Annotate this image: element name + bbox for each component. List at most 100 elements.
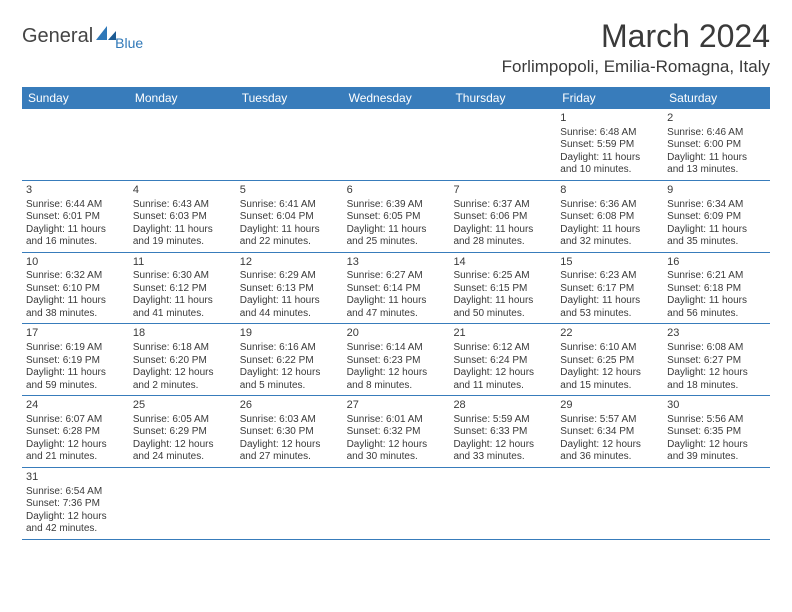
day-number: 17: [26, 327, 125, 341]
title-block: March 2024 Forlimpopoli, Emilia-Romagna,…: [502, 18, 770, 77]
daylight-2: and 18 minutes.: [667, 380, 766, 393]
daylight-2: and 32 minutes.: [560, 236, 659, 249]
sunrise: Sunrise: 6:07 AM: [26, 414, 125, 427]
day-number: 3: [26, 184, 125, 198]
day-number: 19: [240, 327, 339, 341]
sunrise: Sunrise: 6:29 AM: [240, 270, 339, 283]
sunrise: Sunrise: 6:43 AM: [133, 199, 232, 212]
day-number: 26: [240, 399, 339, 413]
calendar-empty: [236, 109, 343, 180]
calendar-day: 1Sunrise: 6:48 AMSunset: 5:59 PMDaylight…: [556, 109, 663, 180]
daylight-1: Daylight: 12 hours: [667, 367, 766, 380]
daylight-1: Daylight: 12 hours: [560, 367, 659, 380]
calendar-empty: [449, 109, 556, 180]
day-number: 13: [347, 256, 446, 270]
sunrise: Sunrise: 6:54 AM: [26, 486, 125, 499]
sunrise: Sunrise: 6:16 AM: [240, 342, 339, 355]
calendar-day: 28Sunrise: 5:59 AMSunset: 6:33 PMDayligh…: [449, 396, 556, 467]
daylight-2: and 44 minutes.: [240, 308, 339, 321]
sunrise: Sunrise: 6:10 AM: [560, 342, 659, 355]
sunset: Sunset: 6:00 PM: [667, 139, 766, 152]
calendar-row: 1Sunrise: 6:48 AMSunset: 5:59 PMDaylight…: [22, 109, 770, 181]
sunset: Sunset: 6:19 PM: [26, 355, 125, 368]
daylight-2: and 59 minutes.: [26, 380, 125, 393]
sunrise: Sunrise: 6:14 AM: [347, 342, 446, 355]
daylight-1: Daylight: 12 hours: [667, 439, 766, 452]
day-number: 1: [560, 112, 659, 126]
calendar-day: 9Sunrise: 6:34 AMSunset: 6:09 PMDaylight…: [663, 181, 770, 252]
day-number: 30: [667, 399, 766, 413]
day-header: Friday: [556, 87, 663, 109]
sunset: Sunset: 6:18 PM: [667, 283, 766, 296]
logo-text-general: General: [22, 25, 93, 48]
sunrise: Sunrise: 6:19 AM: [26, 342, 125, 355]
daylight-2: and 25 minutes.: [347, 236, 446, 249]
daylight-2: and 22 minutes.: [240, 236, 339, 249]
daylight-1: Daylight: 12 hours: [26, 439, 125, 452]
sunset: Sunset: 6:29 PM: [133, 426, 232, 439]
daylight-2: and 19 minutes.: [133, 236, 232, 249]
daylight-1: Daylight: 12 hours: [133, 367, 232, 380]
daylight-1: Daylight: 12 hours: [26, 511, 125, 524]
daylight-2: and 39 minutes.: [667, 451, 766, 464]
daylight-1: Daylight: 11 hours: [133, 295, 232, 308]
daylight-2: and 13 minutes.: [667, 164, 766, 177]
daylight-1: Daylight: 11 hours: [240, 224, 339, 237]
sunset: Sunset: 6:09 PM: [667, 211, 766, 224]
calendar-day: 8Sunrise: 6:36 AMSunset: 6:08 PMDaylight…: [556, 181, 663, 252]
day-number: 31: [26, 471, 125, 485]
sunset: Sunset: 6:12 PM: [133, 283, 232, 296]
calendar-day: 24Sunrise: 6:07 AMSunset: 6:28 PMDayligh…: [22, 396, 129, 467]
daylight-2: and 53 minutes.: [560, 308, 659, 321]
sunrise: Sunrise: 6:18 AM: [133, 342, 232, 355]
calendar-row: 31Sunrise: 6:54 AMSunset: 7:36 PMDayligh…: [22, 468, 770, 540]
sunrise: Sunrise: 6:30 AM: [133, 270, 232, 283]
calendar-empty: [22, 109, 129, 180]
calendar-day: 31Sunrise: 6:54 AMSunset: 7:36 PMDayligh…: [22, 468, 129, 539]
daylight-2: and 35 minutes.: [667, 236, 766, 249]
sunrise: Sunrise: 6:05 AM: [133, 414, 232, 427]
calendar-body: 1Sunrise: 6:48 AMSunset: 5:59 PMDaylight…: [22, 109, 770, 540]
sunrise: Sunrise: 6:21 AM: [667, 270, 766, 283]
sunrise: Sunrise: 6:32 AM: [26, 270, 125, 283]
calendar-day: 23Sunrise: 6:08 AMSunset: 6:27 PMDayligh…: [663, 324, 770, 395]
sunset: Sunset: 6:06 PM: [453, 211, 552, 224]
calendar-day: 11Sunrise: 6:30 AMSunset: 6:12 PMDayligh…: [129, 253, 236, 324]
sunrise: Sunrise: 6:39 AM: [347, 199, 446, 212]
day-number: 23: [667, 327, 766, 341]
daylight-2: and 5 minutes.: [240, 380, 339, 393]
daylight-1: Daylight: 12 hours: [133, 439, 232, 452]
sunset: Sunset: 6:08 PM: [560, 211, 659, 224]
daylight-1: Daylight: 11 hours: [667, 295, 766, 308]
day-number: 10: [26, 256, 125, 270]
header-row: General Blue March 2024 Forlimpopoli, Em…: [22, 18, 770, 77]
daylight-1: Daylight: 12 hours: [240, 367, 339, 380]
daylight-1: Daylight: 12 hours: [560, 439, 659, 452]
day-header: Saturday: [663, 87, 770, 109]
daylight-2: and 42 minutes.: [26, 523, 125, 536]
day-number: 16: [667, 256, 766, 270]
calendar-row: 10Sunrise: 6:32 AMSunset: 6:10 PMDayligh…: [22, 253, 770, 325]
sunset: Sunset: 6:13 PM: [240, 283, 339, 296]
calendar-day: 3Sunrise: 6:44 AMSunset: 6:01 PMDaylight…: [22, 181, 129, 252]
daylight-1: Daylight: 11 hours: [667, 224, 766, 237]
daylight-1: Daylight: 11 hours: [560, 152, 659, 165]
sunrise: Sunrise: 6:27 AM: [347, 270, 446, 283]
daylight-1: Daylight: 11 hours: [240, 295, 339, 308]
calendar: SundayMondayTuesdayWednesdayThursdayFrid…: [22, 87, 770, 540]
sunset: Sunset: 6:22 PM: [240, 355, 339, 368]
sunset: Sunset: 6:14 PM: [347, 283, 446, 296]
sunrise: Sunrise: 5:59 AM: [453, 414, 552, 427]
sunset: Sunset: 6:05 PM: [347, 211, 446, 224]
daylight-2: and 21 minutes.: [26, 451, 125, 464]
calendar-header-row: SundayMondayTuesdayWednesdayThursdayFrid…: [22, 87, 770, 109]
sunset: Sunset: 6:35 PM: [667, 426, 766, 439]
sunset: Sunset: 7:36 PM: [26, 498, 125, 511]
calendar-day: 4Sunrise: 6:43 AMSunset: 6:03 PMDaylight…: [129, 181, 236, 252]
day-number: 9: [667, 184, 766, 198]
location-subtitle: Forlimpopoli, Emilia-Romagna, Italy: [502, 57, 770, 77]
daylight-1: Daylight: 11 hours: [26, 224, 125, 237]
calendar-page: General Blue March 2024 Forlimpopoli, Em…: [0, 0, 792, 558]
calendar-day: 6Sunrise: 6:39 AMSunset: 6:05 PMDaylight…: [343, 181, 450, 252]
calendar-day: 5Sunrise: 6:41 AMSunset: 6:04 PMDaylight…: [236, 181, 343, 252]
